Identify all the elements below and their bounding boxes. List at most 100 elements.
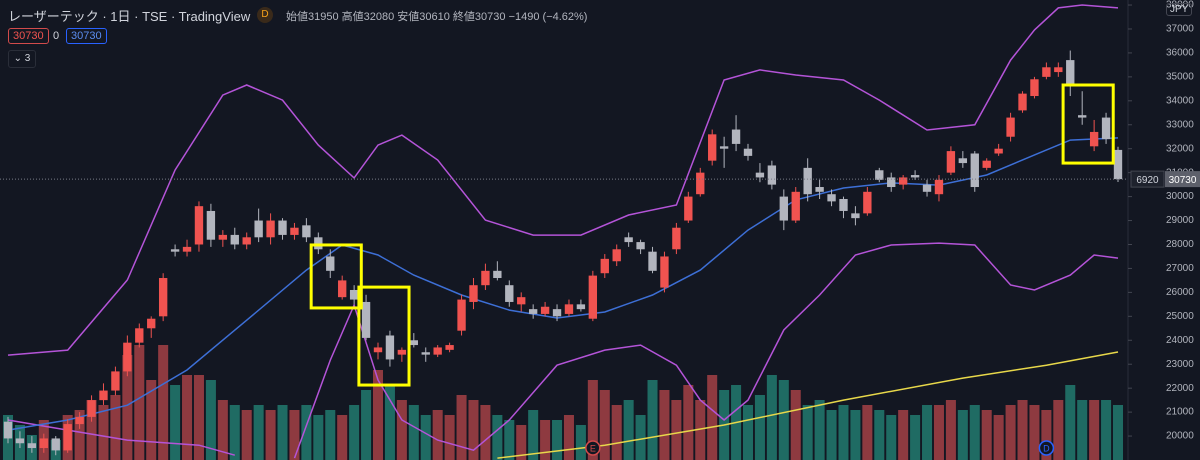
volume-bar — [193, 375, 204, 460]
candle-body — [445, 345, 454, 350]
volume-bar — [575, 425, 586, 460]
volume-bar — [134, 345, 145, 460]
candle-body — [1054, 67, 1063, 73]
candle-body — [314, 237, 323, 250]
volume-bar — [313, 415, 324, 460]
chevron: ⌄ — [13, 53, 25, 64]
currency-button[interactable]: JPY — [1166, 3, 1193, 16]
candle-body — [612, 249, 621, 262]
volume-bar — [408, 405, 419, 460]
sell-button[interactable]: 30730 — [8, 28, 49, 44]
volume-bar — [289, 410, 300, 460]
volume-bar — [599, 390, 610, 460]
volume-bar — [826, 410, 837, 460]
y-tick-label: 27000 — [1166, 263, 1194, 274]
y-tick-label: 35000 — [1166, 72, 1194, 83]
y-tick-label: 29000 — [1166, 215, 1194, 226]
candle-body — [946, 151, 956, 173]
candle-body — [27, 443, 37, 449]
volume-bar — [1065, 385, 1076, 460]
volume-bar — [432, 410, 443, 460]
candle-body — [851, 213, 860, 219]
candle-body — [218, 234, 228, 240]
event-label: D — [1043, 443, 1050, 453]
volume-bar — [229, 405, 240, 460]
volume-bar — [838, 405, 849, 460]
candle-body — [934, 179, 944, 195]
volume-bar — [253, 405, 264, 460]
candle-body — [278, 220, 287, 235]
volume-bar — [241, 410, 252, 460]
volume-bar — [277, 405, 288, 460]
last-price-label: 30730 — [1169, 175, 1197, 186]
candle-body — [660, 256, 669, 288]
volume-bar — [981, 410, 992, 460]
status-badge[interactable]: D — [257, 7, 273, 23]
volume-bar — [1089, 400, 1100, 460]
volume-bar — [205, 380, 216, 460]
volume-bar — [301, 405, 312, 460]
indicators-toggle[interactable]: ⌄ 3 — [8, 50, 36, 68]
candle-body — [1018, 93, 1027, 111]
candle-body — [815, 187, 824, 192]
volume-bar — [1041, 410, 1052, 460]
candle-body — [898, 177, 908, 185]
volume-bar — [468, 400, 479, 460]
volume-bar — [444, 415, 455, 460]
y-tick-label: 24000 — [1166, 335, 1194, 346]
candle-body — [755, 172, 765, 178]
volume-bar — [790, 390, 801, 460]
y-tick-label: 26000 — [1166, 287, 1194, 298]
last-price-box — [1165, 171, 1200, 188]
candle-body — [684, 196, 693, 221]
candle-body — [1006, 117, 1015, 137]
candle-body — [1101, 117, 1111, 140]
buy-button[interactable]: 30730 — [66, 28, 107, 44]
volume-bar — [74, 410, 85, 460]
volume-bar — [516, 425, 527, 460]
candle-body — [791, 191, 800, 221]
candle-body — [970, 153, 979, 188]
volume-bar — [993, 415, 1004, 460]
candle-body — [266, 220, 275, 238]
volume-bar — [372, 370, 384, 460]
y-tick-label: 20000 — [1166, 431, 1194, 442]
candle-body — [349, 289, 359, 300]
candle-body — [469, 285, 478, 302]
volume-bar — [1017, 400, 1028, 460]
volume-bar — [587, 380, 598, 460]
volume-bar — [552, 420, 563, 460]
volume-bar — [671, 400, 682, 460]
volume-bar — [325, 410, 336, 460]
volume-bar — [563, 415, 574, 460]
candle-body — [421, 352, 430, 355]
y-tick-label: 30000 — [1166, 191, 1194, 202]
candle-body — [552, 309, 562, 317]
candle-body — [433, 347, 442, 355]
candle-body — [194, 206, 204, 245]
volume-bar — [1101, 400, 1112, 460]
candle-body — [170, 249, 180, 252]
spread: 0 — [53, 30, 60, 42]
candle-body — [600, 258, 609, 274]
volume-bar — [945, 400, 956, 460]
candle-body — [409, 340, 418, 346]
volume-bar — [146, 380, 157, 460]
candle-body — [624, 237, 633, 243]
highlight-box — [309, 243, 363, 310]
candle-body — [719, 146, 729, 149]
volume-bar — [182, 375, 193, 460]
candle-body — [373, 347, 383, 353]
highlight-box — [357, 285, 411, 387]
indicator-line — [7, 4, 1119, 356]
candle-body — [182, 246, 192, 252]
y-tick-label: 37000 — [1166, 24, 1194, 35]
indicator-count: 3 — [24, 53, 31, 64]
indicator-line — [497, 351, 1119, 459]
candle-body — [481, 270, 490, 286]
candle-body — [290, 227, 299, 235]
volume-bar — [957, 410, 968, 460]
candle-body — [135, 328, 144, 343]
candle-body — [361, 301, 371, 338]
candle-body — [994, 148, 1003, 154]
